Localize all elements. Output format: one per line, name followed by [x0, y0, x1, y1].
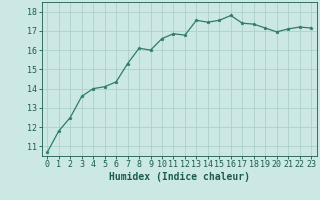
- X-axis label: Humidex (Indice chaleur): Humidex (Indice chaleur): [109, 172, 250, 182]
